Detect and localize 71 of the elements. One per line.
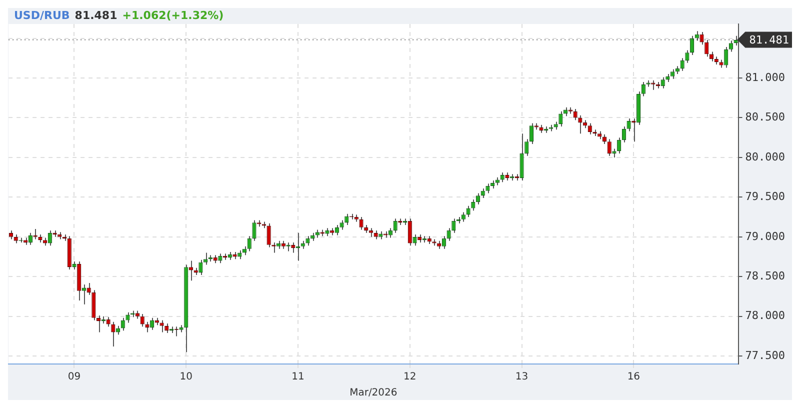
ref-line-label: 81.481 (749, 34, 790, 47)
candlestick (150, 317, 154, 330)
candlestick (140, 313, 144, 328)
candlestick (680, 58, 684, 72)
y-tick-label: 79.500 (745, 190, 786, 204)
candlestick (500, 172, 504, 183)
candlestick (632, 118, 636, 142)
candlestick (393, 218, 398, 234)
candlestick (247, 236, 252, 252)
y-tick-label: 81.000 (745, 70, 786, 84)
candlestick (218, 253, 222, 264)
candlestick (694, 30, 699, 42)
candlestick (164, 322, 169, 334)
candlestick (442, 236, 446, 250)
candlestick (344, 213, 349, 226)
candlestick (573, 108, 578, 121)
candlestick (160, 320, 164, 333)
candlestick (48, 230, 52, 246)
candlestick (588, 122, 592, 135)
x-tick-label: 12 (404, 372, 416, 383)
candlestick (520, 133, 524, 181)
candlestick (388, 228, 393, 238)
candlestick (291, 242, 296, 254)
candlestick (145, 321, 150, 333)
x-tick-label: 10 (180, 372, 192, 383)
candlestick (340, 220, 344, 230)
candlestick (617, 137, 622, 154)
candlestick (296, 232, 300, 262)
x-axis-title: Mar/2026 (350, 388, 398, 399)
x-tick-label: 09 (68, 372, 81, 383)
candlestick (461, 212, 466, 222)
y-tick-label: 80.500 (745, 110, 786, 124)
candlestick (728, 40, 734, 52)
candlestick (607, 138, 612, 156)
candlestick (33, 228, 38, 240)
candlestick (86, 282, 91, 296)
y-tick-label: 78.000 (745, 309, 786, 322)
candlestick (111, 321, 116, 348)
candlestick (724, 46, 728, 68)
chart-title: USD/RUB (14, 8, 70, 22)
candlestick (626, 118, 631, 132)
candlestick (558, 110, 563, 127)
y-tick-label: 78.500 (745, 269, 786, 282)
candlestick (188, 260, 194, 282)
candlestick (334, 224, 339, 236)
y-tick-label: 77.500 (745, 348, 786, 362)
text: 81.481 (74, 8, 118, 22)
candlestick (82, 284, 86, 305)
candlestick (120, 317, 125, 332)
candlestick (660, 76, 665, 89)
y-tick-label: 79.000 (745, 230, 786, 243)
candlestick (690, 35, 694, 56)
candlestick (685, 50, 690, 64)
text: +1.062(+1.32%) (122, 8, 224, 22)
candlestick (622, 126, 626, 143)
candlestick (272, 242, 276, 254)
candlestick (408, 218, 412, 246)
candlestick (578, 114, 582, 134)
x-tick-label: 11 (292, 372, 304, 383)
candlestick (106, 316, 110, 328)
candlestick (476, 192, 480, 205)
candlestick (471, 199, 476, 212)
y-tick-label: 80.000 (745, 150, 786, 164)
x-tick-label: 16 (627, 372, 640, 383)
candlestick (651, 80, 656, 90)
candlestick (446, 228, 451, 242)
candlestick (266, 222, 271, 248)
candlestick (28, 232, 33, 246)
candlestick (602, 134, 607, 144)
candlestick (480, 188, 485, 198)
x-tick-label: 13 (515, 372, 528, 383)
